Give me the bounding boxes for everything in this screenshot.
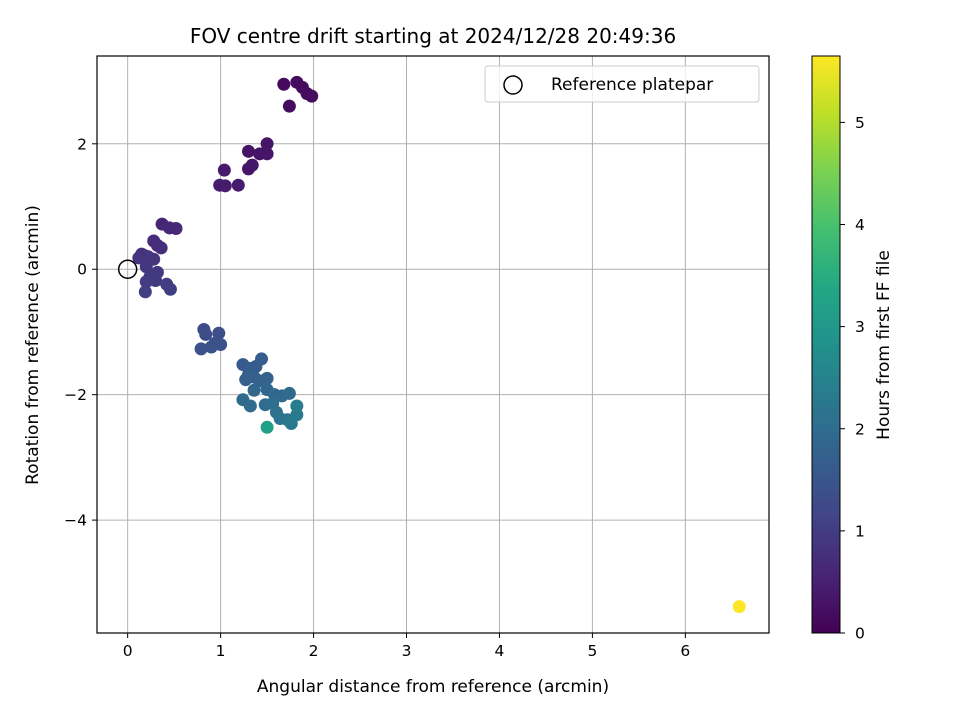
data-point [255,352,269,366]
x-tick-label: 0 [123,642,133,660]
x-axis-label: Angular distance from reference (arcmin) [257,677,609,697]
data-point [132,251,146,265]
data-point [204,340,218,354]
data-point [231,178,245,192]
colorbar-tick-label: 1 [855,522,865,540]
x-tick-label: 2 [309,642,319,660]
x-axis: 0 1 2 3 4 5 6 [123,633,690,660]
colorbar-label: Hours from first FF file [874,250,894,440]
legend-box [484,65,760,103]
y-tick-label: 0 [77,261,87,279]
data-point [260,420,274,434]
y-axis-label: Rotation from reference (arcmin) [23,205,43,485]
data-point [242,144,256,158]
data-point [154,241,168,255]
y-axis: 2 0 −2 −4 [64,135,97,530]
y-tick-label: 2 [77,135,87,153]
data-point [217,163,231,177]
data-point [169,221,183,235]
colorbar: 0 1 2 3 4 5 Hours from first FF file [811,55,894,643]
data-point [282,99,296,113]
y-tick-label: −2 [64,386,87,404]
colorbar-gradient [811,55,841,634]
data-point [139,275,153,289]
colorbar-tick-label: 4 [855,216,865,234]
colorbar-tick-label: 3 [855,318,865,336]
data-point [138,285,152,299]
data-point [194,342,208,356]
data-point [242,162,256,176]
legend: Reference platepar [484,65,760,103]
x-tick-label: 4 [495,642,505,660]
data-point [260,147,274,161]
y-tick-label: −4 [64,512,87,530]
reference-marker [117,259,138,279]
data-point [239,373,253,387]
data-point [290,399,304,413]
legend-marker [503,75,523,95]
data-point [163,282,177,296]
data-point [247,383,261,397]
plot-frame [96,55,770,634]
colorbar-tick-label: 0 [855,625,865,643]
data-point [243,399,257,413]
x-tick-label: 5 [587,642,597,660]
data-point [305,89,319,103]
colorbar-ticks: 0 1 2 3 4 5 [840,114,865,643]
x-tick-label: 3 [402,642,412,660]
x-tick-label: 1 [216,642,226,660]
data-point [199,327,213,341]
data-point [732,600,746,614]
legend-entry-reference-platepar: Reference platepar [551,75,713,95]
data-point [282,386,296,400]
data-point [218,179,232,193]
data-point [139,260,153,274]
data-points [132,75,746,614]
grid-lines [97,56,769,633]
data-point [260,371,274,385]
data-point [212,326,226,340]
data-point [277,77,291,91]
colorbar-tick-label: 5 [855,114,865,132]
chart-title: FOV centre drift starting at 2024/12/28 … [190,24,676,48]
x-tick-label: 6 [680,642,690,660]
data-point [260,137,274,151]
colorbar-tick-label: 2 [855,420,865,438]
